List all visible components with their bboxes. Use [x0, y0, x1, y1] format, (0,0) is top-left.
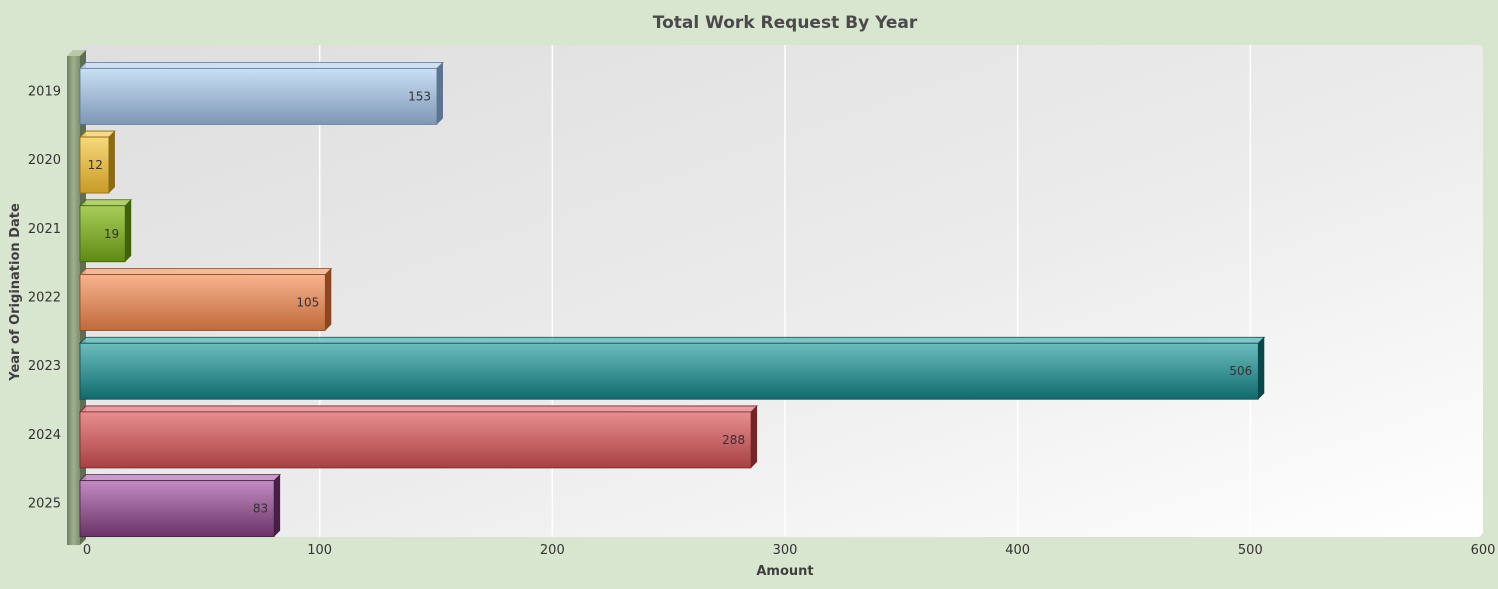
- chart-title: Total Work Request By Year: [653, 13, 918, 33]
- bar-2024: [79, 411, 752, 469]
- bar-top-face: [79, 268, 333, 275]
- data-label: 288: [722, 433, 745, 447]
- data-label: 105: [296, 296, 319, 310]
- bar-top-face: [79, 130, 116, 138]
- y-tick-label: 2022: [28, 291, 61, 306]
- y-tick-label: 2023: [28, 359, 61, 374]
- x-tick-label: 0: [83, 543, 91, 558]
- x-tick-label: 600: [1471, 543, 1496, 558]
- axis-wall: [67, 56, 80, 545]
- bar-2022: [79, 274, 326, 331]
- data-label: 19: [104, 227, 119, 241]
- x-tick-label: 300: [773, 543, 798, 558]
- axis-wall-top: [67, 50, 86, 56]
- y-tick-label: 2024: [28, 428, 61, 443]
- data-label: 83: [253, 502, 268, 516]
- bar-2020: [79, 136, 110, 194]
- y-axis-title: Year of Origination Date: [8, 203, 23, 382]
- bar-side-face: [751, 405, 758, 468]
- bar-2023: [79, 342, 1259, 400]
- x-tick-label: 500: [1238, 543, 1263, 558]
- data-label: 12: [88, 158, 103, 172]
- x-tick-label: 100: [307, 543, 332, 558]
- bar-top-face: [79, 405, 759, 413]
- bar-side-face: [325, 268, 332, 331]
- bar-top-face: [79, 336, 1266, 344]
- data-label: 153: [408, 89, 431, 103]
- x-tick-label: 200: [540, 543, 565, 558]
- x-axis-title: Amount: [756, 564, 813, 579]
- bar-top-face: [79, 61, 444, 69]
- y-tick-label: 2019: [28, 84, 61, 99]
- y-tick-label: 2021: [28, 222, 61, 237]
- bar-side-face: [108, 131, 115, 194]
- y-tick-label: 2020: [28, 153, 61, 168]
- bar-2019: [79, 67, 438, 125]
- bar-top-face: [79, 199, 133, 207]
- x-tick-label: 400: [1005, 543, 1030, 558]
- bar-side-face: [125, 199, 132, 262]
- bar-2021: [79, 205, 126, 263]
- y-tick-label: 2025: [28, 497, 61, 512]
- bar-side-face: [1258, 337, 1265, 400]
- bar-2025: [79, 480, 275, 538]
- data-label: 506: [1229, 364, 1252, 378]
- bar-top-face: [79, 474, 282, 482]
- bar-side-face: [274, 474, 281, 537]
- bar-side-face: [436, 62, 443, 125]
